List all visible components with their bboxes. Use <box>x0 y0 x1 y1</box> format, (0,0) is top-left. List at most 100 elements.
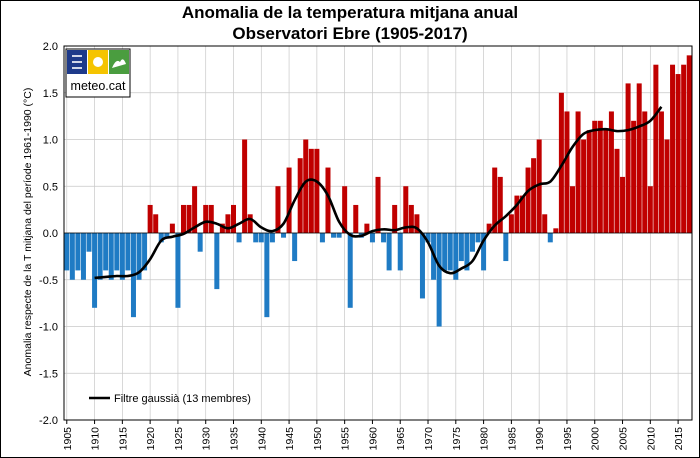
y-tick-label: 0.0 <box>43 228 58 240</box>
x-tick-label: 1960 <box>367 427 379 451</box>
bar-1964 <box>392 204 398 233</box>
bar-1961 <box>375 176 381 233</box>
bar-1972 <box>436 233 442 327</box>
bar-1993 <box>553 228 559 233</box>
y-tick-labels: -2.0 -1.5 -1.0 -0.5 0.0 0.5 1.0 1.5 2.0 <box>39 41 58 427</box>
x-tick-label: 1970 <box>423 427 435 451</box>
bar-1956 <box>347 233 353 308</box>
bar-1984 <box>503 233 509 262</box>
x-tick-label: 1980 <box>479 427 491 451</box>
x-tick-label: 1905 <box>62 427 74 451</box>
legend: Filtre gaussià (13 membres) <box>89 393 251 405</box>
bar-1926 <box>180 204 186 233</box>
bar-1995 <box>564 111 570 233</box>
bar-1987 <box>519 195 525 233</box>
bar-1939 <box>253 233 259 243</box>
bar-1914 <box>114 233 120 271</box>
bar-1930 <box>203 204 209 233</box>
bar-1968 <box>414 214 420 233</box>
bar-2005 <box>620 176 626 233</box>
bar-1997 <box>575 111 581 233</box>
y-tick-label: 2.0 <box>43 41 58 53</box>
bar-1940 <box>258 233 264 243</box>
bar-1913 <box>108 233 114 280</box>
bar-2015 <box>675 74 681 233</box>
bar-1941 <box>264 233 270 318</box>
bar-1927 <box>186 204 192 233</box>
x-tick-label: 1915 <box>117 427 129 451</box>
bar-1932 <box>214 233 220 290</box>
bar-2000 <box>592 120 598 233</box>
x-tick-label: 2015 <box>673 427 685 451</box>
bar-1928 <box>192 186 198 233</box>
bar-1967 <box>408 204 414 233</box>
bar-2003 <box>608 111 614 233</box>
bar-1965 <box>397 233 403 271</box>
bar-1937 <box>242 139 248 233</box>
bar-1943 <box>275 186 281 233</box>
bar-2006 <box>625 83 631 234</box>
legend-label: Filtre gaussià (13 membres) <box>114 393 251 405</box>
bar-1989 <box>531 158 537 233</box>
y-axis-label: Anomalia respecte de la T mitjana del pe… <box>22 88 34 377</box>
chart-subtitle: Observatori Ebre (1905-2017) <box>232 24 468 43</box>
bar-1948 <box>303 139 309 233</box>
bar-1977 <box>464 233 470 271</box>
chart-title: Anomalia de la temperatura mitjana anual <box>181 3 519 22</box>
bar-1966 <box>403 186 409 233</box>
bar-2014 <box>670 64 676 233</box>
x-tick-label: 2000 <box>590 427 602 451</box>
bar-1907 <box>75 233 81 271</box>
bar-1908 <box>80 233 86 280</box>
bar-1957 <box>353 204 359 233</box>
bar-1936 <box>236 233 242 243</box>
bar-1952 <box>325 167 331 233</box>
x-tick-label: 1955 <box>340 427 352 451</box>
x-tick-label: 1935 <box>229 427 241 451</box>
bar-1935 <box>231 204 237 233</box>
bar-1910 <box>92 233 98 308</box>
x-tick-label: 1985 <box>506 427 518 451</box>
axes <box>63 45 693 424</box>
bar-2001 <box>597 120 603 233</box>
bar-1911 <box>97 233 103 280</box>
bar-1951 <box>319 233 325 243</box>
bar-1963 <box>386 233 392 271</box>
bar-1981 <box>486 223 492 233</box>
bar-1976 <box>458 233 464 262</box>
bar-1924 <box>169 223 175 233</box>
bar-2004 <box>614 148 620 233</box>
x-tick-label: 1920 <box>145 427 157 451</box>
bar-2013 <box>664 139 670 233</box>
bar-1988 <box>525 167 531 233</box>
x-tick-label: 1940 <box>256 427 268 451</box>
bar-1945 <box>286 167 292 233</box>
bar-1991 <box>542 214 548 233</box>
bar-1919 <box>142 233 148 271</box>
bar-1942 <box>269 233 275 243</box>
x-tick-label: 1950 <box>312 427 324 451</box>
x-tick-label: 1990 <box>534 427 546 451</box>
bar-1916 <box>125 233 131 271</box>
bar-2012 <box>658 111 664 233</box>
bar-1973 <box>442 233 448 271</box>
bar-1982 <box>492 167 498 233</box>
bar-2016 <box>681 64 687 233</box>
bar-1986 <box>514 195 520 233</box>
bar-1929 <box>197 233 203 252</box>
bar-1925 <box>175 233 181 308</box>
x-tick-label: 1975 <box>451 427 463 451</box>
bar-1990 <box>536 139 542 233</box>
bar-1962 <box>381 233 387 243</box>
bar-1996 <box>570 186 576 233</box>
bar-2007 <box>631 120 637 233</box>
bar-1949 <box>308 148 314 233</box>
y-tick-label: -2.0 <box>39 415 58 427</box>
bar-1978 <box>469 233 475 252</box>
bar-1918 <box>136 233 142 280</box>
bar-1931 <box>208 204 214 233</box>
bar-1969 <box>419 233 425 299</box>
x-tick-label: 1945 <box>284 427 296 451</box>
bar-1959 <box>364 223 370 233</box>
